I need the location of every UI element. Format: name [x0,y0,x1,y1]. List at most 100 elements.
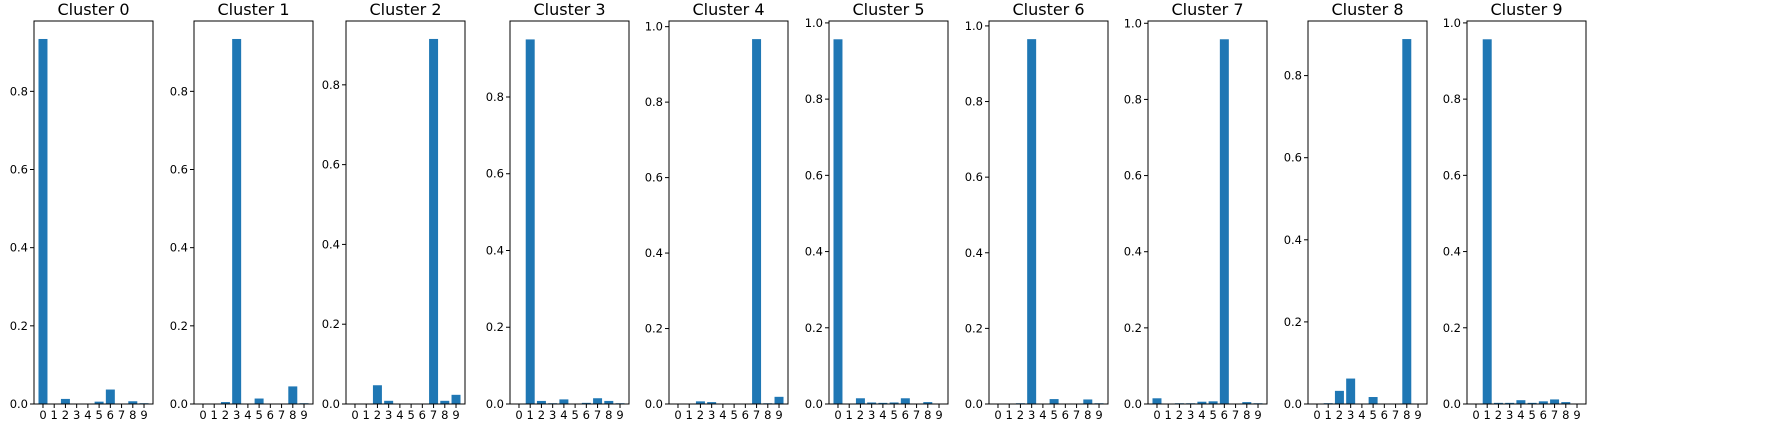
y-tick-label: 0.6 [1443,168,1461,182]
y-tick-label: 0.2 [645,322,663,336]
x-tick-label: 1 [1165,408,1172,422]
bar-cluster-9-3 [1505,402,1515,404]
bar-cluster-8-3 [1346,378,1356,404]
x-tick-label: 9 [300,408,307,422]
bar-cluster-2-7 [429,38,439,404]
y-tick-label: 0.6 [1124,169,1142,183]
x-tick-label: 5 [407,408,414,422]
y-tick-label: 0.2 [1443,321,1461,335]
x-tick-label: 0 [39,408,46,422]
x-tick-label: 6 [1062,408,1069,422]
y-tick-label: 0.0 [170,397,188,411]
bar-cluster-9-2 [1493,402,1503,404]
y-tick-label: 0.8 [322,78,340,92]
panel-title: Cluster 6 [1012,0,1084,19]
x-tick-label: 9 [1254,408,1261,422]
x-tick-label: 0 [834,408,841,422]
x-tick-label: 7 [1551,408,1558,422]
bar-cluster-1-2 [220,402,230,404]
y-tick-label: 0.0 [645,397,663,411]
panel-title: Cluster 0 [57,0,129,19]
y-tick-label: 0.2 [486,320,504,334]
x-tick-label: 2 [1176,408,1183,422]
x-tick-label: 0 [515,408,522,422]
x-tick-label: 2 [1336,408,1343,422]
x-tick-label: 4 [879,408,886,422]
x-tick-label: 7 [430,408,437,422]
panel-cluster-3: Cluster 3 0 1 2 3 4 5 6 7 8 9 0.0 0.2 0.4 0.6 0.8 [486,0,630,422]
x-tick-label: 5 [95,408,102,422]
x-tick-label: 9 [1573,408,1580,422]
bar-cluster-7-0 [1152,398,1162,404]
bar-cluster-7-6 [1219,39,1229,405]
bar-cluster-2-2 [372,385,382,404]
y-tick-label: 0.6 [170,163,188,177]
y-tick-label: 1.0 [1124,16,1142,30]
y-tick-label: 0.4 [1284,233,1302,247]
x-tick-label: 3 [868,408,875,422]
panel-cluster-0: Cluster 0 0 1 2 3 4 5 6 7 8 9 0.0 0.2 0.4 0.6 0.8 [10,0,154,422]
x-tick-label: 5 [730,408,737,422]
y-tick-label: 0.2 [322,317,340,331]
bar-cluster-4-3 [707,402,717,404]
x-tick-label: 6 [107,408,114,422]
y-tick-label: 0.8 [1284,69,1302,83]
panel-title: Cluster 1 [217,0,289,19]
x-tick-label: 8 [924,408,931,422]
y-tick-label: 0.0 [1443,397,1461,411]
y-tick-label: 0.8 [965,95,983,109]
x-tick-label: 4 [1517,408,1524,422]
x-tick-label: 9 [1414,408,1421,422]
x-tick-label: 2 [538,408,545,422]
axes-frame [509,20,630,405]
x-tick-label: 4 [1358,408,1365,422]
x-tick-label: 7 [278,408,285,422]
axes-frame [193,20,314,405]
x-tick-label: 3 [385,408,392,422]
bar-cluster-0-2 [60,398,70,404]
y-tick-label: 1.0 [1443,16,1461,30]
x-tick-label: 4 [1039,408,1046,422]
y-tick-label: 0.4 [486,243,504,257]
panel-title: Cluster 8 [1331,0,1403,19]
x-tick-label: 5 [890,408,897,422]
axes-frame [1466,20,1587,405]
y-tick-label: 0.6 [645,171,663,185]
bar-cluster-9-6 [1538,401,1548,404]
panel-cluster-4: Cluster 4 0 1 2 3 4 5 6 7 8 9 0.0 0.2 0.4 0.6 0.8 1.0 [645,0,789,422]
x-tick-label: 7 [1073,408,1080,422]
y-tick-label: 0.4 [322,237,340,251]
x-tick-label: 4 [560,408,567,422]
x-tick-label: 2 [857,408,864,422]
x-tick-label: 6 [902,408,909,422]
x-tick-label: 4 [84,408,91,422]
x-tick-label: 9 [935,408,942,422]
bar-cluster-3-2 [536,400,546,404]
bar-cluster-9-7 [1550,399,1560,404]
x-tick-label: 2 [1017,408,1024,422]
axes-frame [828,20,949,405]
x-tick-label: 5 [1050,408,1057,422]
x-tick-label: 3 [1506,408,1513,422]
y-tick-label: 0.0 [1284,397,1302,411]
bar-cluster-2-3 [384,400,394,404]
y-tick-label: 0.6 [805,168,823,182]
x-tick-label: 6 [267,408,274,422]
x-tick-label: 3 [73,408,80,422]
x-tick-label: 7 [1232,408,1239,422]
x-tick-label: 8 [1562,408,1569,422]
y-tick-label: 0.2 [965,321,983,335]
bar-cluster-8-5 [1368,397,1378,404]
x-tick-label: 5 [255,408,262,422]
bar-cluster-7-8 [1242,402,1252,404]
x-tick-label: 1 [211,408,218,422]
bar-cluster-5-2 [855,398,865,404]
x-tick-label: 8 [1084,408,1091,422]
y-tick-label: 0.4 [1443,245,1461,259]
bar-cluster-8-8 [1402,39,1412,405]
bar-cluster-7-5 [1208,401,1218,404]
bar-cluster-9-8 [1561,402,1571,404]
x-tick-label: 3 [549,408,556,422]
x-tick-label: 0 [1153,408,1160,422]
